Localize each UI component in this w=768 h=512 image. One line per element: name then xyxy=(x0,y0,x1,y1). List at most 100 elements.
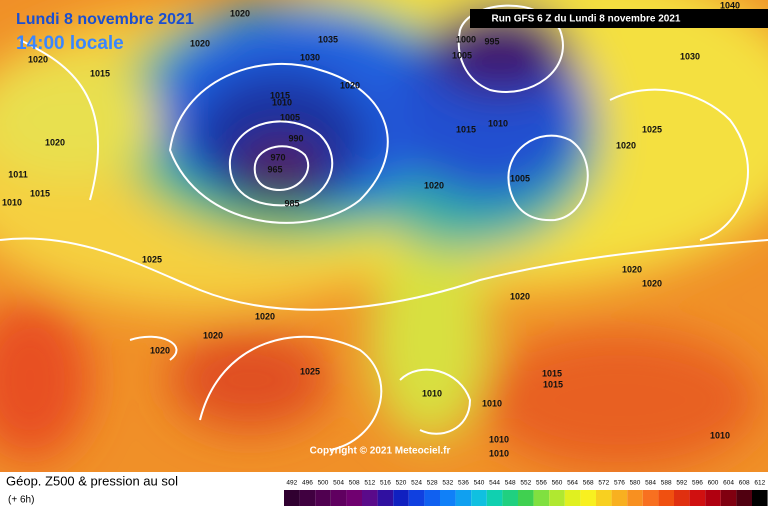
scale-label: 512 xyxy=(364,480,375,487)
scale-label: 592 xyxy=(676,480,687,487)
scale-swatch xyxy=(471,490,487,506)
scale-label: 500 xyxy=(318,480,329,487)
isobar-label: 995 xyxy=(484,36,499,46)
scale-swatch xyxy=(502,490,518,506)
footer-lead: (+ 6h) xyxy=(8,495,34,506)
isobar-label: 1005 xyxy=(510,173,530,183)
scale-swatch xyxy=(720,490,737,506)
isobar-label: 1015 xyxy=(542,368,562,378)
isobar xyxy=(507,134,589,222)
isobar-label: 1020 xyxy=(510,291,530,301)
isobar xyxy=(457,4,564,93)
isobar-label: 1020 xyxy=(150,345,170,355)
title: Lundi 8 novembre 2021 xyxy=(16,11,194,28)
isobar-label: 1030 xyxy=(300,52,320,62)
isobar xyxy=(168,62,389,224)
isobar xyxy=(228,120,334,207)
isobar-label: 1020 xyxy=(45,137,65,147)
isobar-label: 1000 xyxy=(456,34,476,44)
isobar-label: 1010 xyxy=(489,434,509,444)
scale-swatch xyxy=(627,490,643,506)
isobar-label: 1020 xyxy=(230,8,250,18)
scale-swatch xyxy=(518,490,534,506)
scale-label: 528 xyxy=(427,480,438,487)
isobar-label: 1035 xyxy=(318,34,338,44)
scale-label: 580 xyxy=(630,480,641,487)
scale-label: 572 xyxy=(598,480,609,487)
run-box xyxy=(470,9,768,28)
scale-label: 560 xyxy=(552,480,563,487)
scale-swatch xyxy=(689,490,706,506)
scale-swatch xyxy=(674,490,690,506)
scale-swatch xyxy=(424,490,440,506)
run-label: Run GFS 6 Z du Lundi 8 novembre 2021 xyxy=(492,14,681,25)
scale-label: 540 xyxy=(474,480,485,487)
isobar xyxy=(199,335,383,451)
scale-label: 600 xyxy=(708,480,719,487)
scale-swatch xyxy=(377,490,394,506)
scale-label: 544 xyxy=(489,480,500,487)
scale-label: 532 xyxy=(442,480,453,487)
scale-label: 496 xyxy=(302,480,313,487)
scale-swatch xyxy=(705,490,721,506)
scale-swatch xyxy=(533,490,550,506)
isobar-label: 1020 xyxy=(28,54,48,64)
scale-swatch xyxy=(330,490,347,506)
scale-swatch xyxy=(393,490,409,506)
isobar-label: 965 xyxy=(267,164,282,174)
scale-label: 568 xyxy=(583,480,594,487)
scale-swatch xyxy=(564,490,581,506)
scale-label: 584 xyxy=(645,480,656,487)
scale-label: 520 xyxy=(396,480,407,487)
isobar-label: 1015 xyxy=(456,124,476,134)
isobar xyxy=(19,39,178,361)
scale-label: 588 xyxy=(661,480,672,487)
isobar-label: 1010 xyxy=(489,448,509,458)
scale-swatch xyxy=(580,490,596,506)
isobar-label: 1020 xyxy=(642,278,662,288)
isobar-label: 970 xyxy=(270,152,285,162)
scale-swatch xyxy=(408,490,425,506)
isobar-label: 1015 xyxy=(270,90,290,100)
scale-swatch xyxy=(752,490,768,506)
scale-label: 524 xyxy=(411,480,422,487)
scale-label: 516 xyxy=(380,480,391,487)
scale-label: 536 xyxy=(458,480,469,487)
scale-swatch xyxy=(549,490,565,506)
isobar-label: 1020 xyxy=(340,80,360,90)
isobar-label: 1010 xyxy=(488,118,508,128)
scale-label: 604 xyxy=(723,480,734,487)
scale-label: 504 xyxy=(333,480,344,487)
scale-label: 508 xyxy=(349,480,360,487)
footer-title: Géop. Z500 & pression au sol xyxy=(6,473,178,488)
isobar-label: 1020 xyxy=(190,38,210,48)
isobar xyxy=(609,88,749,241)
isobar xyxy=(399,368,472,435)
scale-swatch xyxy=(658,490,674,506)
scale-label: 564 xyxy=(567,480,578,487)
isobar-label: 1025 xyxy=(642,124,662,134)
isobar-label: 1025 xyxy=(300,366,320,376)
isobar-label: 1010 xyxy=(482,398,502,408)
isobar-label: 1005 xyxy=(280,112,300,122)
scale-swatch xyxy=(455,490,472,506)
scale-swatch xyxy=(596,490,612,506)
isobar-label: 1011 xyxy=(8,169,28,179)
isobar-label: 1015 xyxy=(543,379,563,389)
isobar-label: 1010 xyxy=(422,388,442,398)
isobar-label: 985 xyxy=(284,198,299,208)
isobar-label: 1010 xyxy=(272,97,292,107)
isobar-label: 1020 xyxy=(203,330,223,340)
scale-swatch xyxy=(284,490,300,506)
isobar-label: 1005 xyxy=(452,50,472,60)
scale-label: 576 xyxy=(614,480,625,487)
isobar-label: 1020 xyxy=(622,264,642,274)
isobar xyxy=(253,145,310,192)
scale-swatch xyxy=(362,490,378,506)
isobar-label: 1030 xyxy=(680,51,700,61)
scale-swatch xyxy=(315,490,331,506)
scale-swatch xyxy=(440,490,456,506)
isobar-label: 990 xyxy=(288,133,303,143)
scale-swatch xyxy=(486,490,503,506)
